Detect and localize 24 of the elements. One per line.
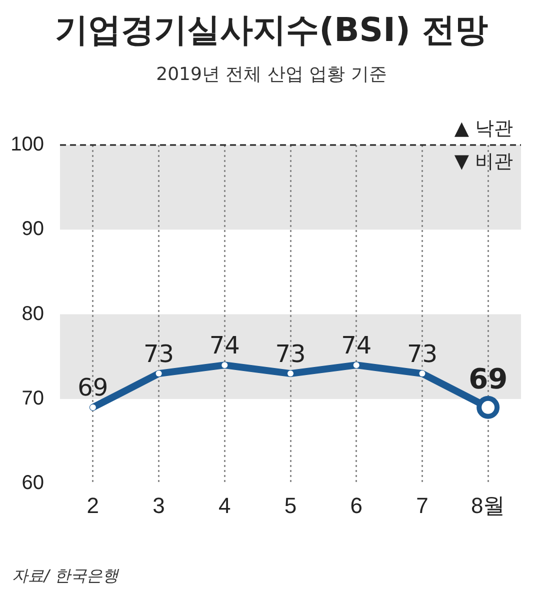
y-tick-label: 100 — [10, 134, 44, 156]
x-tick-label: 8월 — [470, 492, 506, 518]
x-tick-label: 7 — [416, 492, 428, 518]
data-label: 73 — [275, 340, 306, 368]
x-tick-label: 3 — [152, 492, 165, 518]
chart-subtitle: 2019년 전체 산업 업황 기준 — [155, 63, 388, 86]
x-tick-label: 2 — [86, 492, 100, 518]
x-tick-label: 5 — [284, 492, 297, 518]
y-tick-label: 90 — [22, 218, 44, 240]
annotation: ▼ 비관 — [454, 150, 513, 172]
data-label: 69 — [78, 374, 108, 402]
y-tick-label: 80 — [22, 302, 44, 325]
data-label: 74 — [209, 331, 240, 360]
x-tick-label: 4 — [218, 492, 231, 518]
y-tick-label: 60 — [22, 472, 44, 494]
data-label: 73 — [406, 340, 438, 368]
chart-title: 기업경기실사지수(BSI) 전망 — [54, 9, 489, 51]
y-tick-label: 70 — [22, 387, 44, 410]
x-tick-label: 6 — [350, 492, 362, 518]
annotation: ▲ 낙관 — [454, 117, 513, 140]
text: 자료/ 한국은행 — [12, 566, 118, 587]
data-label: 74 — [341, 331, 372, 360]
data-label: 73 — [144, 340, 174, 368]
data-label: 69 — [468, 362, 508, 396]
